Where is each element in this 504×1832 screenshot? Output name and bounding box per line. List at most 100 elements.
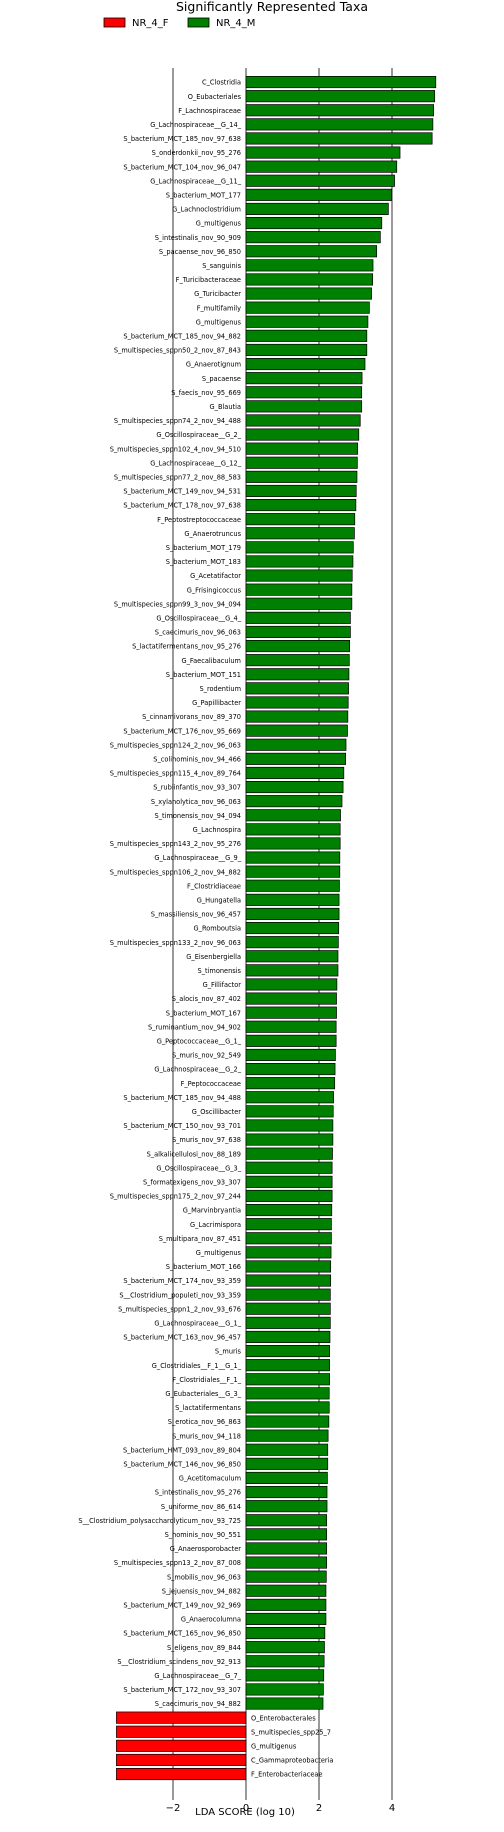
bar-label: S_bacterium_MCT_146_nov_96_850 [123, 1460, 241, 1468]
chart-title: Significantly Represented Taxa [176, 0, 368, 14]
bar [245, 921, 340, 935]
bar-label: G_multigenus [196, 220, 242, 228]
bar-label: S_multispecies_sppn106_2_nov_94_882 [110, 868, 241, 876]
bar-label: G_Oscillospiraceae__G_2_ [156, 431, 241, 439]
bar-label: F_Clostridiaceae [187, 882, 241, 890]
bar-label: S_bacterium_MOT_183 [166, 558, 241, 566]
bar-label: S__Clostridium_populeti_nov_93_359 [119, 1291, 241, 1299]
bar-label: S_timonensis [198, 967, 242, 975]
bar-label: G_Anaerosporobacter [170, 1545, 242, 1553]
bar-label: S_alocis_nov_87_402 [172, 995, 241, 1003]
bar [116, 1711, 247, 1724]
bar [116, 1753, 247, 1766]
bar [245, 1485, 328, 1499]
bar [245, 851, 341, 864]
bar [245, 1105, 334, 1118]
bar-label: S_caecimuris_nov_94_882 [155, 1700, 241, 1708]
bar-label: S_multispecies_sppn99_3_nov_94_094 [114, 600, 241, 608]
bar-label: G_Acetitomaculum [179, 1475, 241, 1483]
bar-label: S_multispecies_sppn175_2_nov_97_244 [110, 1193, 241, 1201]
bar [245, 724, 348, 737]
bar [245, 1077, 336, 1090]
bar [245, 625, 351, 638]
bar [245, 1641, 325, 1654]
bar [245, 202, 389, 215]
bar-label: F_multifamily [197, 304, 241, 312]
bar-label: S_muris_nov_97_638 [172, 1136, 241, 1144]
bar-label: G_Acetatifactor [190, 572, 241, 580]
bar [245, 1612, 327, 1625]
bar [245, 1189, 333, 1202]
bar-label: S_xylanolytica_nov_96_063 [151, 798, 241, 806]
bar-label: S_faecis_nov_95_669 [171, 389, 241, 397]
bar [245, 315, 369, 328]
bar [245, 893, 340, 906]
bar [245, 1584, 327, 1597]
bar-label: S_multispecies_sppn102_4_nov_94_510 [110, 445, 241, 453]
bar [245, 639, 351, 653]
bar [245, 809, 341, 822]
bar-label: S_bacterium_MCT_174_nov_93_359 [123, 1277, 241, 1285]
bar [245, 1683, 324, 1696]
bar-label: S_bacterium_MOT_167 [166, 1009, 241, 1017]
bar-label: G_Hungatella [197, 896, 241, 904]
bar-label: G_Oscillibacter [192, 1108, 241, 1116]
bar-label: S_jejuensis_nov_94_882 [162, 1587, 241, 1595]
bar-label: G_Anaerotruncus [184, 530, 241, 538]
bar [245, 499, 357, 512]
bar [245, 1246, 332, 1259]
bar [245, 90, 436, 103]
bar [245, 752, 346, 765]
bar [245, 1598, 327, 1611]
bar-label: S_mobilis_nov_96_063 [167, 1573, 241, 1581]
bar-label: S_timonensis_nov_94_094 [155, 812, 241, 820]
bar-label: C_Gammaproteobacteria [251, 1757, 333, 1765]
bar [245, 358, 366, 371]
bar-label: S_multispecies_sppn13_2_nov_87_008 [114, 1559, 241, 1567]
bar-label: S_pacaense [202, 375, 241, 383]
bar [245, 1175, 333, 1188]
bar [245, 1232, 332, 1245]
bar [245, 428, 360, 441]
bar-label: S_bacterium_MCT_172_nov_93_307 [123, 1686, 241, 1694]
bar-label: S_multispecies_sppn124_2_nov_96_063 [110, 741, 241, 749]
bar-label: S_lactatifermentans [175, 1404, 241, 1412]
bar [245, 710, 349, 723]
bar-label: S_onderdonkii_nov_95_276 [152, 149, 241, 157]
bar-label: S_formatexigens_nov_93_307 [143, 1178, 241, 1186]
bar [245, 301, 370, 314]
bar [245, 132, 433, 145]
bar [245, 1006, 337, 1019]
bar-label: S_muris [215, 1348, 242, 1356]
bar [245, 104, 434, 117]
bar-label: S_intestinalis_nov_95_276 [155, 1489, 241, 1497]
bar [245, 1500, 328, 1513]
bar [245, 964, 339, 977]
bar-label: G_Lachnospiraceae__G_14_ [150, 121, 242, 129]
bar [245, 1359, 330, 1372]
bar-label: S_multispecies_sppn115_4_nov_89_764 [110, 770, 241, 778]
bar-label: G_multigenus [196, 1249, 242, 1257]
bar-label: F_Lachnospiraceae [178, 107, 241, 115]
bar [245, 1457, 329, 1470]
bar-label: S_multispecies_sppn50_2_nov_87_843 [114, 347, 241, 355]
bar [245, 1542, 328, 1555]
bar-label: G_multigenus [196, 318, 242, 326]
bar [245, 372, 363, 385]
bar [245, 1697, 324, 1710]
bar [245, 273, 374, 286]
bar-label: S_bacterium_MCT_185_nov_94_488 [123, 1094, 241, 1102]
bar-label: G_Oscillospiraceae__G_4_ [156, 614, 241, 622]
x-tick-label: 0 [243, 1803, 249, 1814]
bar [245, 1471, 328, 1484]
bar-label: F_Peptostreptococcaceae [157, 516, 241, 524]
bar-label: S_rubiinfantis_nov_93_307 [153, 784, 241, 792]
bar [245, 174, 395, 187]
bar-label: G_Lachnospiraceae__G_7_ [154, 1672, 241, 1680]
category-labels: C_Clostridia O_Eubacteriales F_Lachnospira… [78, 79, 333, 1779]
bar-label: F_Turicibacteraceae [176, 276, 241, 284]
bar [245, 400, 363, 413]
bar-label: O_Enterobacterales [251, 1714, 316, 1722]
bar-label: S_intestinalis_nov_90_909 [155, 234, 241, 242]
bar [245, 682, 349, 695]
